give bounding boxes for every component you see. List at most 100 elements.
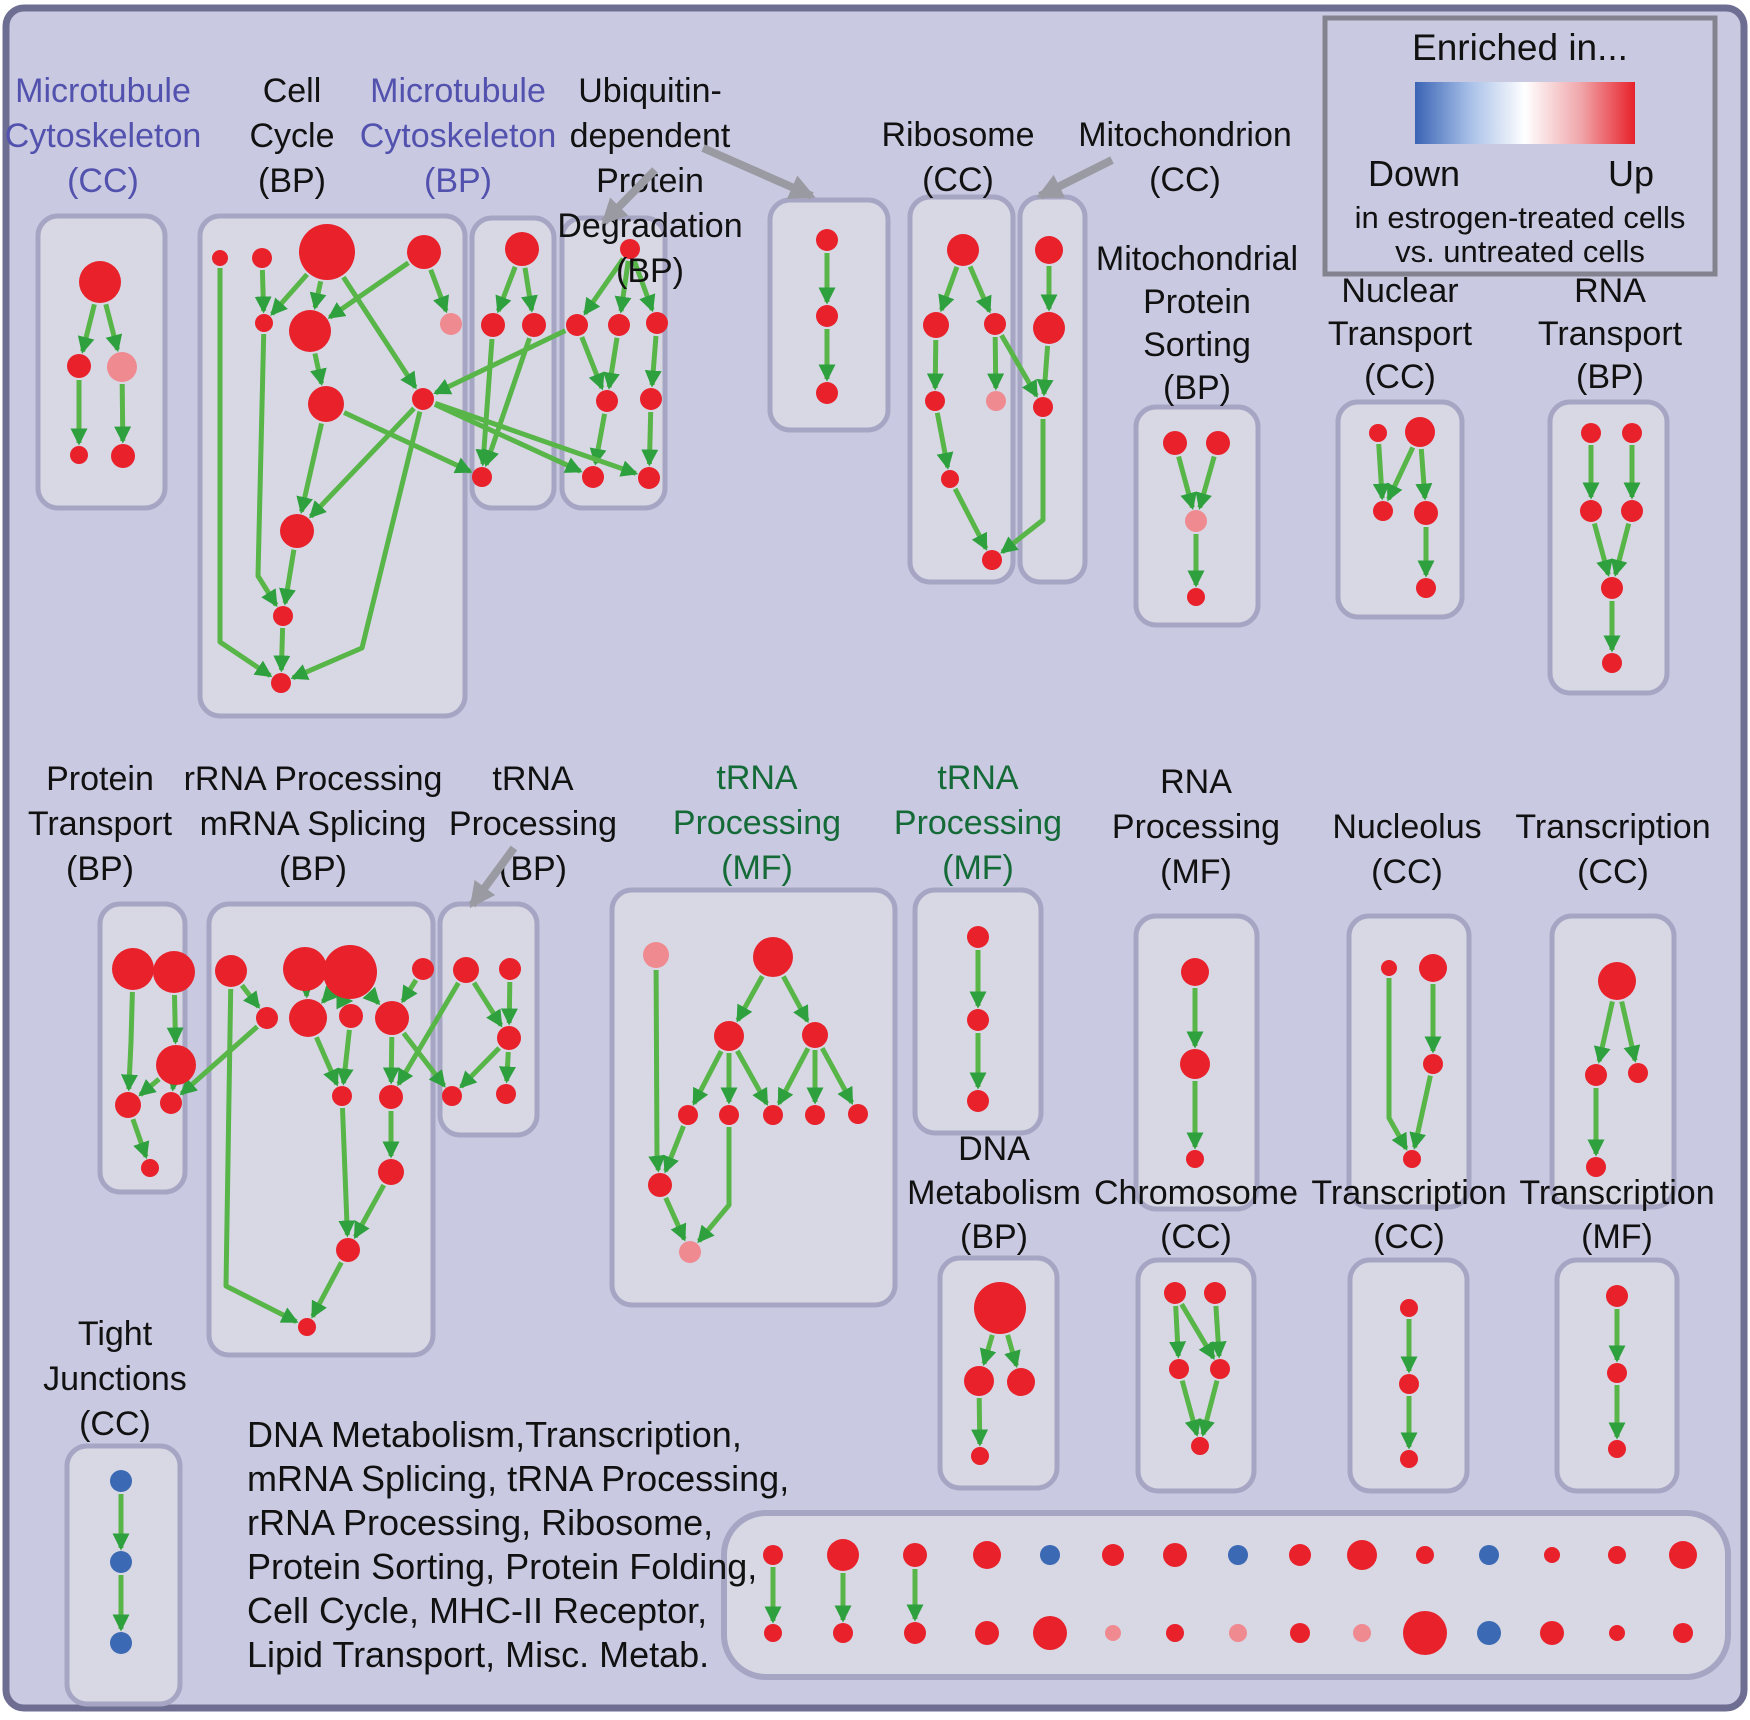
node-T2-0 — [1400, 1299, 1418, 1317]
node-C-3 — [472, 467, 492, 487]
node-F-5 — [941, 470, 959, 488]
cluster-label-line: Protein — [596, 162, 704, 200]
node-M-0 — [453, 957, 479, 983]
cluster-label-line: Processing — [894, 804, 1062, 842]
edge — [509, 982, 510, 1023]
cluster-label-line: Transcription — [1515, 808, 1710, 846]
cluster-label-line: (CC) — [1371, 853, 1443, 891]
node-TM-2 — [1608, 1440, 1626, 1458]
node-F-3 — [925, 391, 945, 411]
node-TJ-2 — [110, 1632, 132, 1654]
node-K-2 — [156, 1045, 196, 1085]
legend-down-label: Down — [1368, 153, 1460, 194]
cluster-box-J — [1550, 402, 1667, 693]
node-DM-1 — [964, 1366, 994, 1396]
edge — [935, 340, 936, 388]
bottom-summary-box — [724, 1513, 1728, 1677]
node-B-9 — [280, 514, 314, 548]
node-L-3 — [412, 958, 434, 980]
misc-categories-line: Protein Sorting, Protein Folding, — [247, 1546, 757, 1587]
cluster-label-line: (BP) — [66, 850, 134, 888]
summary-node-bottom-7 — [1229, 1624, 1247, 1642]
node-L-9 — [379, 1085, 403, 1109]
node-B-1 — [252, 248, 272, 268]
node-G-2 — [1033, 397, 1053, 417]
node-I-4 — [1416, 578, 1436, 598]
node-F-1 — [923, 312, 949, 338]
summary-node-top-7 — [1228, 1545, 1248, 1565]
node-J-3 — [1621, 500, 1643, 522]
node-N-9 — [648, 1173, 672, 1197]
edge — [1176, 1306, 1179, 1356]
cluster-label-line: (CC) — [922, 161, 994, 199]
cluster-label-line: Ribosome — [881, 116, 1034, 154]
node-DM-3 — [971, 1447, 989, 1465]
misc-categories-line: Lipid Transport, Misc. Metab. — [247, 1634, 709, 1675]
cluster-label-line: Mitochondrion — [1078, 116, 1292, 154]
node-N-10 — [679, 1241, 701, 1263]
node-L-7 — [375, 1001, 409, 1035]
node-TJ-0 — [110, 1470, 132, 1492]
node-I-2 — [1373, 501, 1393, 521]
edge — [507, 1052, 509, 1081]
edge — [1379, 444, 1383, 498]
node-K-1 — [153, 951, 195, 993]
node-A-2 — [107, 352, 137, 382]
node-I-3 — [1414, 501, 1438, 525]
cluster-label-line: Protein — [1143, 283, 1251, 321]
node-T2-1 — [1399, 1374, 1419, 1394]
node-F-6 — [982, 550, 1002, 570]
summary-node-bottom-0 — [764, 1624, 782, 1642]
node-CH-1 — [1204, 1282, 1226, 1304]
node-N-4 — [678, 1105, 698, 1125]
node-F-2 — [984, 313, 1006, 335]
node-L-11 — [336, 1238, 360, 1262]
node-R-0 — [1598, 962, 1636, 1000]
node-R-2 — [1628, 1063, 1648, 1083]
cluster-label-line: Mitochondrial — [1096, 240, 1298, 278]
cluster-label-line: Tight — [78, 1315, 153, 1353]
node-M-3 — [442, 1086, 462, 1106]
summary-node-bottom-1 — [833, 1623, 853, 1643]
cluster-label-line: (BP) — [258, 162, 326, 200]
cluster-label-line: (MF) — [1581, 1218, 1653, 1256]
cluster-label-line: Cycle — [249, 117, 334, 155]
node-B-7 — [412, 388, 434, 410]
node-Q-0 — [1381, 960, 1397, 976]
cluster-label-line: (CC) — [1160, 1218, 1232, 1256]
node-DM-0 — [974, 1282, 1026, 1334]
cluster-label-line: Junctions — [43, 1360, 187, 1398]
node-T2-2 — [1400, 1450, 1418, 1468]
node-B-10 — [273, 606, 293, 626]
cluster-label-line: Processing — [1112, 808, 1280, 846]
node-J-4 — [1601, 577, 1623, 599]
cluster-label-line: Cell — [263, 72, 322, 110]
node-N-7 — [805, 1105, 825, 1125]
node-N-0 — [643, 942, 669, 968]
node-B-6 — [308, 386, 344, 422]
cluster-label-line: Protein — [46, 760, 154, 798]
cluster-label-line: Cytoskeleton — [5, 117, 202, 155]
legend-up-label: Up — [1608, 153, 1654, 194]
cluster-label-line: Degradation — [557, 207, 742, 245]
cluster-label-line: (CC) — [1577, 853, 1649, 891]
node-D-6 — [582, 466, 604, 488]
node-A-3 — [70, 446, 88, 464]
node-R-1 — [1585, 1064, 1607, 1086]
cluster-label-line: (CC) — [1373, 1218, 1445, 1256]
node-N-8 — [848, 1104, 868, 1124]
cluster-label-line: Ubiquitin- — [578, 72, 722, 110]
cluster-label-line: tRNA — [937, 759, 1019, 797]
summary-node-top-2 — [903, 1543, 927, 1567]
summary-node-bottom-6 — [1166, 1624, 1184, 1642]
node-M-1 — [499, 958, 521, 980]
node-L-6 — [339, 1004, 363, 1028]
summary-node-top-6 — [1163, 1543, 1187, 1567]
node-DM-2 — [1007, 1368, 1035, 1396]
cluster-label-line: Transport — [1328, 315, 1473, 353]
node-B-5 — [289, 310, 331, 352]
edge — [281, 628, 282, 670]
node-J-2 — [1580, 500, 1602, 522]
node-L-12 — [298, 1318, 316, 1336]
node-P-2 — [1186, 1150, 1204, 1168]
